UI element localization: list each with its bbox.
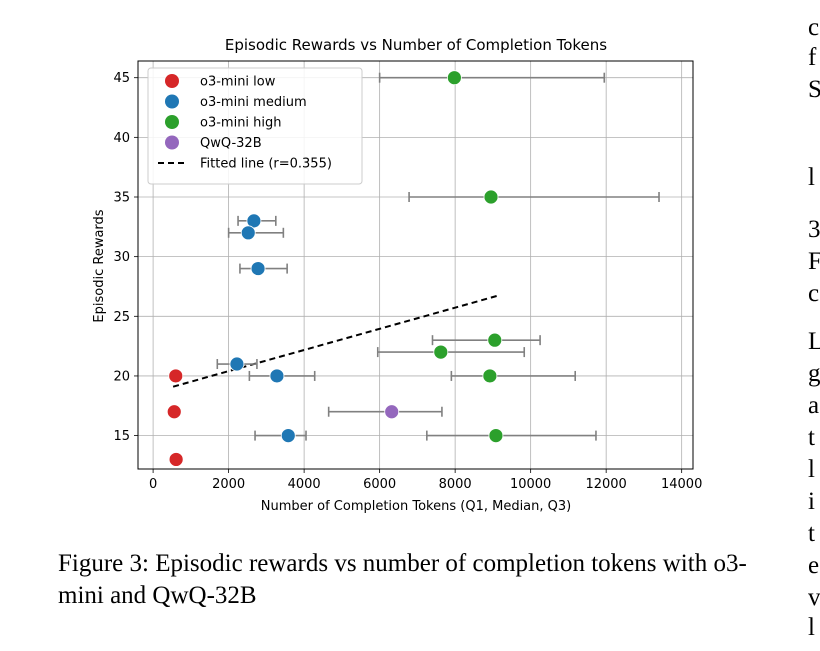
side-text-fragment: i xyxy=(808,488,815,515)
data-point-0 xyxy=(168,368,184,384)
x-tick-label: 6000 xyxy=(363,477,396,492)
side-text-fragment: l xyxy=(808,164,815,191)
side-text-fragment: l xyxy=(808,614,815,641)
side-text-fragment: e xyxy=(808,552,820,579)
side-text-fragment: c xyxy=(808,280,820,307)
fitted-line xyxy=(172,295,497,388)
y-axis: 15 20 25 30 35 40 45 xyxy=(113,71,138,444)
legend-label: o3-mini low xyxy=(200,75,276,90)
side-text-fragment: t xyxy=(808,520,815,547)
x-tick-label: 12000 xyxy=(585,477,626,492)
error-bars xyxy=(170,72,660,465)
y-tick-label: 45 xyxy=(113,71,130,86)
legend-marker xyxy=(165,94,179,109)
x-tick-label: 4000 xyxy=(288,477,321,492)
y-tick-label: 30 xyxy=(113,250,130,265)
x-tick-label: 2000 xyxy=(212,477,245,492)
side-text-fragment: l xyxy=(808,456,815,483)
data-points xyxy=(166,70,504,467)
side-text-fragment: t xyxy=(808,424,815,451)
data-point-1 xyxy=(229,356,245,372)
y-axis-label: Episodic Rewards xyxy=(92,209,107,322)
figure-caption: Figure 3: Episodic rewards vs number of … xyxy=(58,550,747,609)
y-tick-label: 20 xyxy=(113,369,130,384)
legend-label: o3-mini medium xyxy=(200,95,307,110)
data-point-1 xyxy=(250,261,266,276)
legend-label: Fitted line (r=0.355) xyxy=(200,157,332,172)
side-text-fragment: S xyxy=(808,76,820,103)
side-text-fragment: f xyxy=(808,44,817,71)
data-point-2 xyxy=(446,70,462,86)
side-text-fragment: F xyxy=(808,248,820,275)
y-tick-label: 15 xyxy=(113,429,130,444)
data-point-1 xyxy=(246,213,262,229)
x-tick-label: 14000 xyxy=(661,477,702,492)
data-point-0 xyxy=(168,452,184,467)
chart-title: Episodic Rewards vs Number of Completion… xyxy=(225,36,607,54)
side-text-fragment: a xyxy=(808,392,820,419)
x-tick-label: 10000 xyxy=(510,477,551,492)
data-point-2 xyxy=(488,428,504,443)
x-tick-label: 0 xyxy=(149,477,157,492)
data-point-2 xyxy=(487,332,503,348)
legend-label: QwQ-32B xyxy=(200,136,262,151)
y-tick-label: 35 xyxy=(113,191,130,206)
side-text-fragment: 3 xyxy=(808,216,820,243)
plot-area xyxy=(137,60,694,470)
data-point-1 xyxy=(240,225,256,241)
data-point-3 xyxy=(384,404,400,420)
legend-label: o3-mini high xyxy=(200,116,282,131)
legend-marker xyxy=(165,74,179,88)
data-point-1 xyxy=(269,368,285,384)
side-text-fragment: g xyxy=(808,360,820,387)
legend: o3-mini low o3-mini medium o3-mini high QwQ… xyxy=(147,67,363,185)
data-point-2 xyxy=(433,344,449,360)
side-text-fragment: c xyxy=(808,14,820,41)
data-point-0 xyxy=(166,404,182,420)
legend-box xyxy=(147,67,363,185)
y-tick-label: 25 xyxy=(113,310,130,325)
x-tick-label: 8000 xyxy=(439,477,472,492)
x-axis: 0 2000 4000 6000 8000 10000 12000 14000 xyxy=(149,469,702,492)
side-text-fragment: L xyxy=(808,328,820,355)
y-tick-label: 40 xyxy=(113,131,130,146)
fitted-line-path xyxy=(172,295,497,388)
x-axis-label: Number of Completion Tokens (Q1, Median,… xyxy=(261,499,571,514)
data-point-2 xyxy=(483,189,499,205)
legend-marker xyxy=(165,115,179,129)
data-point-2 xyxy=(482,368,498,384)
side-text-fragment: v xyxy=(808,584,820,611)
legend-marker xyxy=(165,135,179,150)
data-point-1 xyxy=(280,428,296,443)
